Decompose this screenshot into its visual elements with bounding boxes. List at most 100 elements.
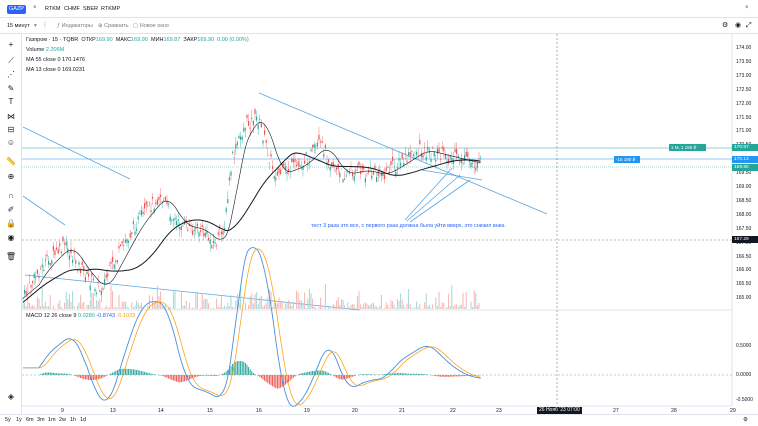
macd-hist-bar [121,368,123,375]
candle-body [160,194,162,197]
candle-body [227,199,229,204]
ruler-icon[interactable]: 📏 [6,157,16,166]
candle-body [32,281,34,283]
volume-bar [152,296,154,309]
macd-hist-bar [212,375,214,376]
range-1y[interactable]: 1y [16,417,22,423]
indicators-button[interactable]: ƒ Индикаторы [57,21,93,31]
interval-select[interactable]: 15 минут [7,23,30,29]
ticker-tab-rtkmp[interactable]: RTKMP [101,6,121,12]
visibility-icon[interactable]: ◉ [7,233,15,242]
range-1m[interactable]: 1m [48,417,56,423]
candle-body [244,128,246,130]
crosshair-icon[interactable]: + [8,40,14,49]
ticker-tab-gazp[interactable]: GAZP [7,5,26,14]
macd-hist-bar [59,373,61,375]
ticker-tab-chmf[interactable]: CHMF [64,6,80,12]
range-1h[interactable]: 1h [70,417,77,423]
zoom-icon[interactable]: ⊕ [7,172,15,181]
candle-body [30,285,32,288]
macd-hist-bar [368,374,370,375]
candle-body [214,242,216,244]
macd-hist-bar [236,361,238,375]
brush-icon[interactable]: ✎ [7,84,15,93]
trend-line-icon[interactable]: ⟋ [8,56,14,65]
candle-body [148,201,150,203]
volume-bar [188,302,190,309]
new-window-button[interactable]: ▢ Новое окно [133,21,169,31]
magnet-icon[interactable]: ∩ [8,191,14,200]
macd-hist-bar [140,371,142,375]
macd-hist-bar [174,375,176,382]
macd-hist-bar [86,375,88,380]
volume-bar [100,307,102,309]
candle-body [68,255,70,260]
candle-body [270,154,272,157]
macd-hist-bar [238,360,240,375]
chevron-down-icon[interactable]: ▾ [34,23,37,29]
candle-body [294,158,296,162]
candle-body [176,221,178,225]
candle-body [480,157,482,159]
macd-hist-bar [464,375,466,377]
candle-body [24,289,26,294]
settings-icon[interactable]: ⚙ [743,417,748,423]
ma13-legend: MA 13 close 0 169.0231 [26,67,85,73]
macd-hist-bar [92,375,94,381]
trash-icon[interactable]: 🗑 [5,252,17,261]
range-1d[interactable]: 1d [80,417,87,423]
screenshot-icon[interactable]: ◉ [735,22,742,29]
position-tag[interactable]: 1 M, 1 159 ₽ [669,144,706,151]
volume-bar [97,301,99,309]
candle-body [216,245,218,247]
candle-body [323,153,325,158]
lock-drawing-icon[interactable]: ✐ [7,205,15,214]
close-icon[interactable]: × [33,5,37,11]
macd-hist-bar [457,375,459,377]
close-window-icon[interactable]: × [745,5,749,11]
annotation-text[interactable]: тест 3 раза это все, с первого раза долж… [311,223,506,229]
lock-icon[interactable]: 🔒 [6,219,16,228]
candle-body [334,169,336,171]
order-tag[interactable]: -15 180 ₽ [614,156,640,163]
candle-body [440,158,442,160]
emoji-icon[interactable]: ☺ [6,138,16,147]
candle-body [457,155,459,158]
range-3m[interactable]: 3m [37,417,45,423]
gear-icon[interactable]: ⚙ [722,22,729,29]
candle-body [299,164,301,167]
range-6m[interactable]: 6m [26,417,34,423]
text-icon[interactable]: T [8,97,14,106]
layers-icon[interactable]: ◈ [7,392,15,401]
pattern-icon[interactable]: ⋈ [7,112,15,121]
candles-icon[interactable]: ⫶ [44,22,46,29]
candle-body [96,293,98,295]
range-2w[interactable]: 2w [59,417,67,423]
volume-bar [196,291,198,309]
macd-tick: 0.5000 [736,343,752,349]
candle-body [372,171,374,175]
macd-hist-bar [326,372,328,375]
ticker-tab-sber[interactable]: SBER [83,6,98,12]
range-5y[interactable]: 5y [5,417,11,423]
candle-body [393,166,395,168]
volume-bar [254,294,256,309]
price-tick: 168.50 [736,197,752,204]
candle-body [211,245,213,249]
macd-hist-bar [225,371,227,375]
macd-hist-bar [272,375,274,387]
candle-body [264,130,266,135]
volume-bar [465,292,467,309]
measure-icon[interactable]: ⊟ [7,125,15,134]
macd-hist-bar [435,375,437,377]
volume-bar [43,305,45,309]
fib-icon[interactable]: ⋰ [7,70,15,79]
macd-hist-bar [216,375,218,376]
fullscreen-icon[interactable]: ⤢ [746,22,752,29]
ticker-tab-rtkm[interactable]: RTKM [45,6,61,12]
candle-body [339,172,341,178]
volume-bar [443,303,445,309]
macd-hist-bar [412,373,414,375]
compare-button[interactable]: ⊕ Сравнить [98,21,129,31]
